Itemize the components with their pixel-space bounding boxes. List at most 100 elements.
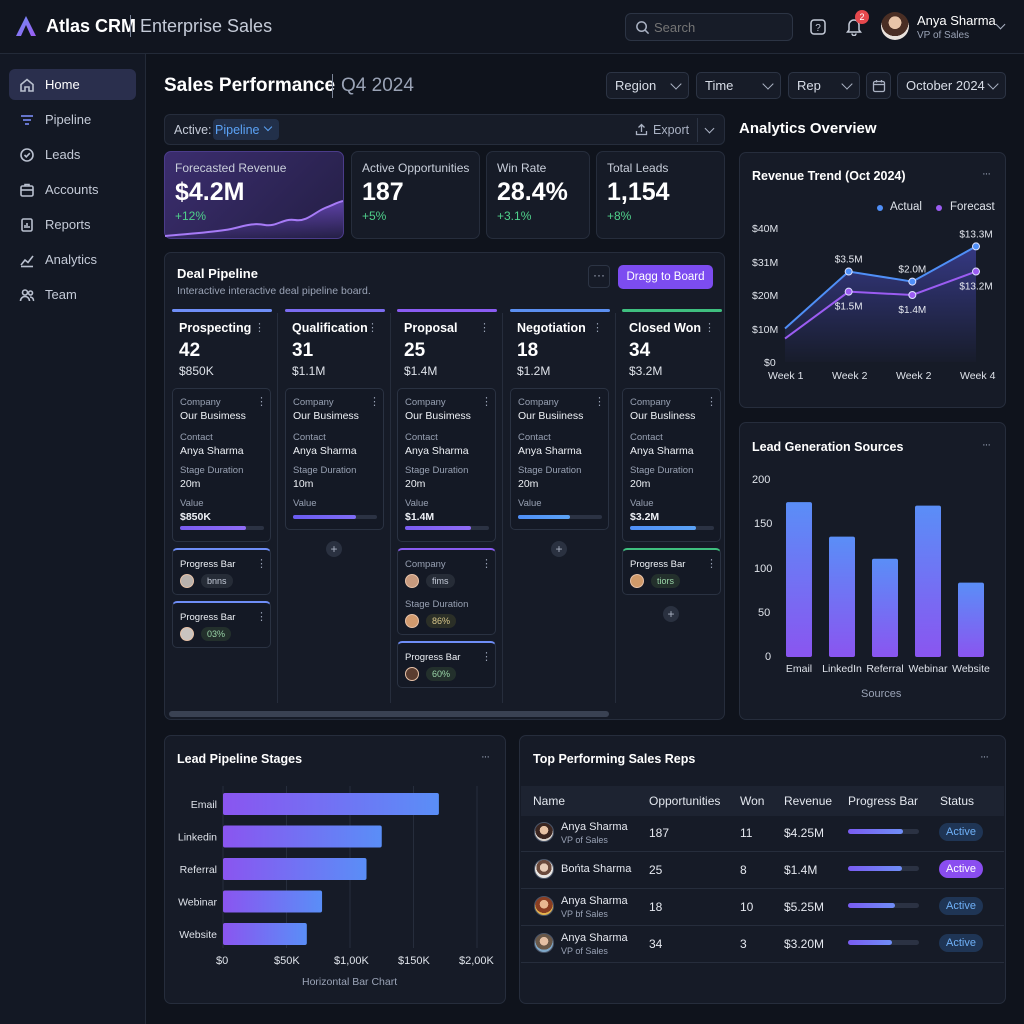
- pipeline-icon: [21, 114, 33, 125]
- time-select[interactable]: Time: [696, 72, 781, 99]
- card-more-icon[interactable]: ⋮: [481, 651, 492, 663]
- card-more-icon[interactable]: ⋮: [256, 611, 267, 623]
- deal-card[interactable]: ⋮ Company Our Busimess Contact Anya Shar…: [285, 388, 384, 530]
- drag-to-board-button[interactable]: Dragg to Board: [618, 265, 713, 289]
- column-accent: [397, 309, 497, 312]
- column-more-icon[interactable]: ⋮: [592, 322, 603, 334]
- search-box[interactable]: [625, 13, 793, 41]
- add-deal-plus-icon[interactable]: +: [663, 606, 679, 622]
- deal-value: $1.4M: [405, 511, 435, 523]
- table-header-status[interactable]: Status: [940, 794, 975, 808]
- status-badge: Active: [939, 823, 983, 841]
- kpi-active-opportunities[interactable]: Active Opportunities 187 +5%: [351, 151, 480, 239]
- export-button[interactable]: Export: [633, 120, 693, 140]
- card-more-icon[interactable]: ⋮: [594, 396, 605, 408]
- kpi-forecasted-revenue[interactable]: Forecasted Revenue $4.2M +12%: [164, 151, 344, 239]
- card-more-icon[interactable]: ⋮: [256, 558, 267, 570]
- kpi-change: +3.1%: [497, 209, 532, 223]
- chevron-down-icon: [670, 77, 682, 90]
- y-tick-label: $20M: [752, 290, 779, 302]
- help-icon[interactable]: ?: [809, 18, 827, 36]
- sidebar-item-accounts[interactable]: Accounts: [9, 174, 136, 205]
- lead-sources-more-icon[interactable]: ···: [982, 439, 991, 451]
- deal-card[interactable]: Progress Bar ⋮ 03%: [172, 601, 271, 648]
- actual-point: [972, 242, 980, 251]
- status-badge: Active: [939, 897, 983, 915]
- user-menu-chevron-icon[interactable]: [995, 19, 1006, 30]
- kpi-label: Total Leads: [607, 161, 669, 175]
- stage-value: 20m: [518, 478, 539, 490]
- company-value: Our Busliness: [630, 410, 696, 422]
- time-select-label: Time: [705, 78, 734, 93]
- lead-stages-more-icon[interactable]: ···: [481, 751, 490, 763]
- calendar-button[interactable]: [866, 72, 891, 99]
- table-header-progress[interactable]: Progress Bar: [848, 794, 919, 808]
- export-menu-chevron-icon[interactable]: [704, 123, 715, 134]
- sidebar-item-team[interactable]: Team: [9, 279, 136, 310]
- card-more-icon[interactable]: ⋮: [256, 396, 267, 408]
- kpi-win-rate[interactable]: Win Rate 28.4% +3.1%: [486, 151, 590, 239]
- sidebar-item-pipeline[interactable]: Pipeline: [9, 104, 136, 135]
- column-more-icon[interactable]: ⋮: [479, 322, 490, 334]
- table-header-name[interactable]: Name: [533, 794, 566, 808]
- table-header-revenue[interactable]: Revenue: [784, 794, 833, 808]
- y-tick-label: Email: [191, 799, 217, 811]
- card-title: Progress Bar: [180, 612, 236, 623]
- kpi-total-leads[interactable]: Total Leads 1,154 +8%: [596, 151, 725, 239]
- y-tick-label: 50: [758, 607, 771, 619]
- forecast-point: [844, 287, 853, 296]
- sales-reps-more-icon[interactable]: ···: [980, 751, 989, 763]
- x-tick-label: Webinar: [909, 663, 948, 675]
- rep-revenue: $5.25M: [784, 900, 825, 914]
- search-input[interactable]: [654, 18, 784, 36]
- region-select[interactable]: Region: [606, 72, 689, 99]
- card-more-icon[interactable]: ⋮: [706, 396, 717, 408]
- table-header-opportunities[interactable]: Opportunities: [649, 794, 721, 808]
- add-deal-plus-icon[interactable]: +: [551, 541, 567, 557]
- actual-point: [844, 267, 853, 276]
- column-more-icon[interactable]: ⋮: [704, 322, 715, 334]
- add-deal-plus-icon[interactable]: +: [326, 541, 342, 557]
- bar-linkedin: [829, 536, 855, 657]
- kpi-change: +5%: [362, 209, 387, 223]
- sidebar-item-reports[interactable]: Reports: [9, 209, 136, 240]
- deal-card[interactable]: ⋮ Company Our Busiiness Contact Anya Sha…: [510, 388, 609, 530]
- sidebar-item-analytics[interactable]: Analytics: [9, 244, 136, 275]
- avatar: [630, 574, 644, 588]
- x-axis-label: Horizontal Bar Chart: [302, 976, 398, 988]
- pipeline-more-button[interactable]: ···: [588, 265, 610, 288]
- deal-card[interactable]: Progress Bar ⋮ tiors: [622, 548, 721, 595]
- top-bar: Atlas CRM Enterprise Sales ? 2 Anya Shar…: [0, 0, 1024, 54]
- sidebar-item-home[interactable]: Home: [9, 69, 136, 100]
- sidebar-item-label: Analytics: [45, 252, 98, 267]
- deal-card[interactable]: Progress Bar ⋮ 60%: [397, 641, 496, 688]
- rep-select[interactable]: Rep: [788, 72, 860, 99]
- value-label: Value: [405, 498, 429, 509]
- card-more-icon[interactable]: ⋮: [481, 396, 492, 408]
- card-more-icon[interactable]: ⋮: [481, 558, 492, 570]
- stage-value: 20m: [405, 478, 426, 490]
- column-divider: [277, 313, 278, 703]
- pipeline-scrollbar[interactable]: [169, 711, 609, 717]
- user-avatar[interactable]: [881, 12, 909, 40]
- column-more-icon[interactable]: ⋮: [367, 322, 378, 334]
- rep-name: Bońta Sharma: [561, 863, 632, 875]
- sidebar-item-leads[interactable]: Leads: [9, 139, 136, 170]
- y-tick-label: 150: [754, 518, 773, 530]
- column-accent: [285, 309, 385, 312]
- table-header-won[interactable]: Won: [740, 794, 765, 808]
- active-pipeline-chip[interactable]: Pipeline: [213, 119, 279, 140]
- deal-card[interactable]: ⋮ Company Our Busimess Contact Anya Shar…: [397, 388, 496, 542]
- actual-line: [784, 245, 977, 330]
- card-more-icon[interactable]: ⋮: [369, 396, 380, 408]
- card-more-icon[interactable]: ⋮: [706, 558, 717, 570]
- column-more-icon[interactable]: ⋮: [254, 322, 265, 334]
- atlas-logo-icon[interactable]: [14, 14, 38, 38]
- month-select[interactable]: October 2024: [897, 72, 1006, 99]
- deal-card[interactable]: Company ⋮ fims Stage Duration 86%: [397, 548, 496, 635]
- deal-card[interactable]: ⋮ Company Our Busimess Contact Anya Shar…: [172, 388, 271, 542]
- revenue-more-icon[interactable]: ···: [982, 168, 991, 180]
- column-title: Qualification: [292, 321, 368, 335]
- deal-card[interactable]: Progress Bar ⋮ bnns: [172, 548, 271, 595]
- deal-card[interactable]: ⋮ Company Our Busliness Contact Anya Sha…: [622, 388, 721, 542]
